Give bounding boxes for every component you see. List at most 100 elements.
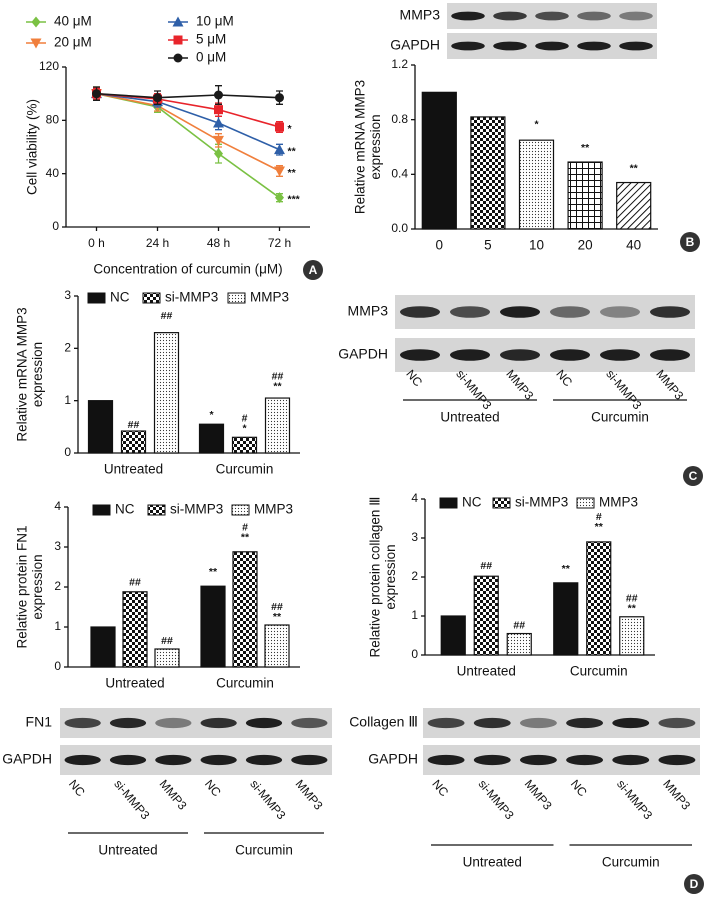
blot-band	[550, 349, 590, 361]
x-tick-label: 5	[484, 238, 492, 253]
point	[153, 93, 162, 103]
lane-label: si-MMP3	[247, 777, 288, 823]
bar	[200, 585, 226, 668]
significance: **	[209, 566, 218, 578]
point	[214, 90, 223, 100]
bar	[567, 161, 603, 230]
blot-band	[493, 11, 527, 21]
legend-swatch	[87, 292, 106, 304]
bar	[553, 582, 579, 656]
blot-strip	[60, 745, 332, 775]
blot-band	[245, 754, 283, 766]
bar	[440, 615, 466, 656]
lane-label: si-MMP3	[111, 777, 152, 823]
blot-label: GAPDH	[368, 751, 418, 767]
x-axis-label: Concentration of curcumin (μM)	[93, 262, 282, 277]
legend-label: 0 μM	[196, 50, 226, 65]
point	[274, 166, 285, 177]
blot-band	[519, 754, 557, 766]
blot-band	[64, 754, 101, 766]
legend-label: si-MMP3	[515, 495, 568, 510]
x-tick-label: Untreated	[105, 676, 164, 691]
significance: ##	[271, 601, 283, 613]
group-label: Untreated	[440, 410, 499, 425]
y-axis-label: Relative protein collagen Ⅲexpression	[367, 497, 398, 658]
x-tick-label: Curcumin	[216, 676, 274, 691]
x-tick-label: 40	[626, 238, 641, 253]
panel-badge	[303, 260, 323, 280]
lane-label: MMP3	[503, 367, 536, 403]
point	[275, 93, 284, 103]
significance: ***	[288, 193, 301, 205]
blot-strip	[423, 708, 700, 738]
significance: #	[242, 522, 248, 534]
y-tick-label: 0	[411, 647, 418, 661]
bar	[153, 332, 180, 454]
blot-band	[500, 306, 540, 318]
significance: **	[595, 521, 604, 533]
point	[214, 148, 223, 160]
lane-label: si-MMP3	[603, 367, 644, 413]
point	[213, 135, 224, 146]
y-axis-label: Relative mRNA MMP3expression	[14, 307, 45, 441]
blot-band	[291, 754, 328, 766]
y-tick-label: 2	[64, 341, 71, 355]
legend-marker	[30, 38, 42, 49]
blot-band	[473, 717, 511, 729]
legend-marker	[173, 35, 183, 45]
blot-band	[600, 349, 640, 361]
lane-label: MMP3	[660, 777, 693, 813]
blot-band	[612, 754, 650, 766]
bar	[518, 139, 555, 230]
blot-band	[291, 717, 328, 729]
bar	[264, 397, 291, 454]
group-label: Curcumin	[591, 410, 649, 425]
y-axis-label: Cell viability (%)	[25, 99, 40, 195]
significance: ##	[161, 310, 173, 322]
legend-swatch	[147, 504, 166, 516]
blot-band	[427, 717, 465, 729]
panel-label: A	[309, 263, 318, 277]
x-tick-label: 20	[578, 238, 593, 253]
panel-badge	[684, 874, 704, 894]
y-tick-label: 0.4	[391, 167, 408, 181]
legend-label: 40 μM	[54, 14, 92, 29]
group-label: Untreated	[98, 843, 157, 858]
bar	[264, 624, 290, 668]
y-tick-label: 2	[411, 569, 418, 583]
y-tick-label: 1	[54, 619, 61, 633]
significance: ##	[513, 619, 525, 631]
significance: *	[288, 123, 293, 135]
bar	[421, 91, 457, 230]
blot-label: MMP3	[348, 303, 389, 319]
point	[274, 144, 285, 155]
panel-label: D	[690, 877, 699, 891]
significance: **	[273, 611, 282, 623]
legend-swatch	[142, 292, 161, 304]
blot-strip	[423, 745, 700, 775]
legend-label: NC	[110, 290, 130, 305]
lane-label: NC	[202, 777, 224, 800]
significance: **	[630, 162, 639, 174]
blot-band	[64, 717, 101, 729]
blot-band	[577, 11, 611, 21]
group-label: Curcumin	[235, 843, 293, 858]
x-tick-label: 72 h	[268, 236, 291, 250]
blot-band	[600, 306, 640, 318]
y-tick-label: 1.2	[391, 57, 408, 71]
blot-band	[619, 11, 653, 21]
significance: ##	[272, 371, 284, 383]
lane-label: NC	[429, 777, 451, 800]
blot-band	[400, 349, 440, 361]
blot-label: FN1	[26, 714, 53, 730]
y-tick-label: 0	[54, 659, 61, 673]
x-tick-label: Untreated	[457, 664, 516, 679]
legend-swatch	[576, 497, 595, 509]
significance: **	[581, 142, 590, 154]
significance: ##	[128, 419, 140, 431]
blot-band	[427, 754, 465, 766]
y-tick-label: 4	[411, 491, 418, 505]
lane-label: si-MMP3	[476, 777, 517, 823]
group-label: Curcumin	[602, 855, 660, 870]
